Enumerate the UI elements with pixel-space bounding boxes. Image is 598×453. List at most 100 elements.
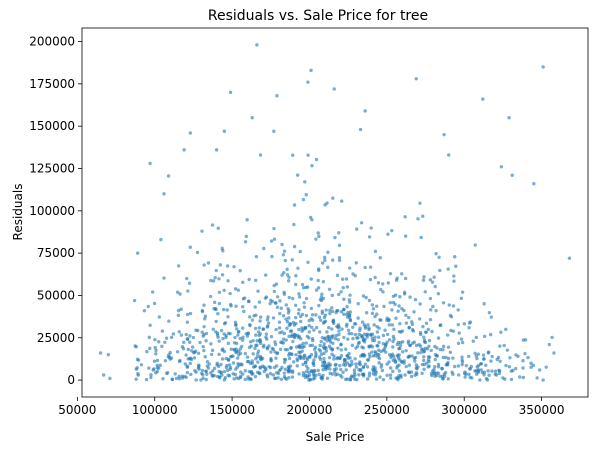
scatter-point <box>204 331 209 336</box>
scatter-point <box>244 234 249 239</box>
scatter-point <box>567 256 572 260</box>
scatter-point <box>427 338 432 343</box>
scatter-point <box>336 337 340 342</box>
scatter-point <box>228 355 233 359</box>
scatter-point <box>487 373 491 377</box>
scatter-point <box>211 327 215 332</box>
scatter-point <box>297 292 301 296</box>
scatter-point <box>476 352 481 356</box>
scatter-point <box>440 366 445 371</box>
scatter-point <box>157 339 161 344</box>
scatter-point <box>494 373 499 377</box>
scatter-point <box>169 335 174 340</box>
y-axis-ticks: 0 25000 50000 75000 100000 125000 150000 175000… <box>29 35 82 387</box>
scatter-point <box>365 365 370 369</box>
scatter-point <box>327 287 332 291</box>
y-tick-label: 75000 <box>37 246 75 260</box>
scatter-point <box>450 370 454 374</box>
scatter-point <box>272 365 277 370</box>
scatter-point <box>304 313 309 318</box>
scatter-point <box>286 368 291 372</box>
scatter-point <box>471 339 475 343</box>
scatter-point <box>424 321 429 325</box>
scatter-point <box>335 356 339 361</box>
scatter-point <box>248 376 253 381</box>
scatter-point <box>354 362 358 366</box>
scatter-point <box>394 316 398 320</box>
scatter-point <box>385 318 389 322</box>
scatter-point <box>321 360 325 364</box>
scatter-point <box>362 353 367 358</box>
scatter-point <box>294 345 299 349</box>
scatter-point <box>412 340 417 344</box>
scatter-point <box>185 312 190 317</box>
scatter-point <box>422 355 426 359</box>
scatter-point <box>403 373 407 377</box>
scatter-point <box>460 290 465 294</box>
scatter-point <box>404 313 408 318</box>
scatter-point <box>254 357 258 361</box>
scatter-point <box>341 363 346 367</box>
scatter-point <box>321 279 326 284</box>
scatter-point <box>346 328 351 332</box>
scatter-point <box>148 161 152 166</box>
scatter-point <box>256 360 260 364</box>
scatter-point <box>225 264 230 268</box>
scatter-point <box>422 275 426 279</box>
scatter-point <box>295 333 300 338</box>
scatter-point <box>249 344 253 348</box>
scatter-point <box>375 312 379 316</box>
scatter-point <box>326 250 330 254</box>
scatter-point <box>304 192 308 197</box>
y-tick-label: 100000 <box>29 204 75 218</box>
scatter-point <box>406 355 410 359</box>
scatter-point <box>212 366 217 371</box>
scatter-point <box>300 345 305 350</box>
scatter-point <box>310 336 315 341</box>
scatter-point <box>310 218 314 222</box>
scatter-point <box>352 322 357 326</box>
scatter-point <box>194 378 198 382</box>
scatter-point <box>301 286 306 290</box>
scatter-point <box>321 373 325 378</box>
scatter-point <box>236 288 241 292</box>
scatter-point <box>375 330 380 334</box>
scatter-point <box>460 340 465 345</box>
scatter-point <box>486 351 490 355</box>
scatter-point <box>325 376 330 380</box>
scatter-point <box>311 370 315 374</box>
scatter-point <box>184 353 188 357</box>
scatter-point <box>433 284 437 289</box>
scatter-point <box>379 349 383 354</box>
scatter-point <box>416 351 420 355</box>
scatter-point <box>188 131 193 135</box>
scatter-point <box>441 355 445 360</box>
scatter-point <box>147 366 151 370</box>
scatter-point <box>422 349 427 353</box>
scatter-point <box>160 344 164 349</box>
scatter-point <box>203 317 207 321</box>
scatter-point <box>312 328 316 332</box>
scatter-point <box>275 295 280 299</box>
y-axis-label: Residuals <box>11 184 25 241</box>
scatter-point <box>337 243 342 248</box>
scatter-point <box>245 218 249 222</box>
scatter-point <box>312 363 316 368</box>
scatter-point <box>282 271 286 275</box>
scatter-point <box>358 328 362 333</box>
scatter-point <box>294 352 298 357</box>
scatter-point <box>250 318 255 322</box>
scatter-point <box>328 311 332 316</box>
scatter-point <box>150 290 155 294</box>
scatter-point <box>296 266 300 270</box>
scatter-point <box>330 327 334 331</box>
scatter-point <box>272 226 276 231</box>
scatter-point <box>272 289 277 294</box>
scatter-point <box>219 371 223 375</box>
scatter-point <box>285 320 290 324</box>
scatter-point <box>356 316 360 320</box>
scatter-point <box>464 363 469 368</box>
scatter-point <box>346 337 350 341</box>
scatter-point <box>514 353 518 357</box>
scatter-point <box>398 322 402 326</box>
